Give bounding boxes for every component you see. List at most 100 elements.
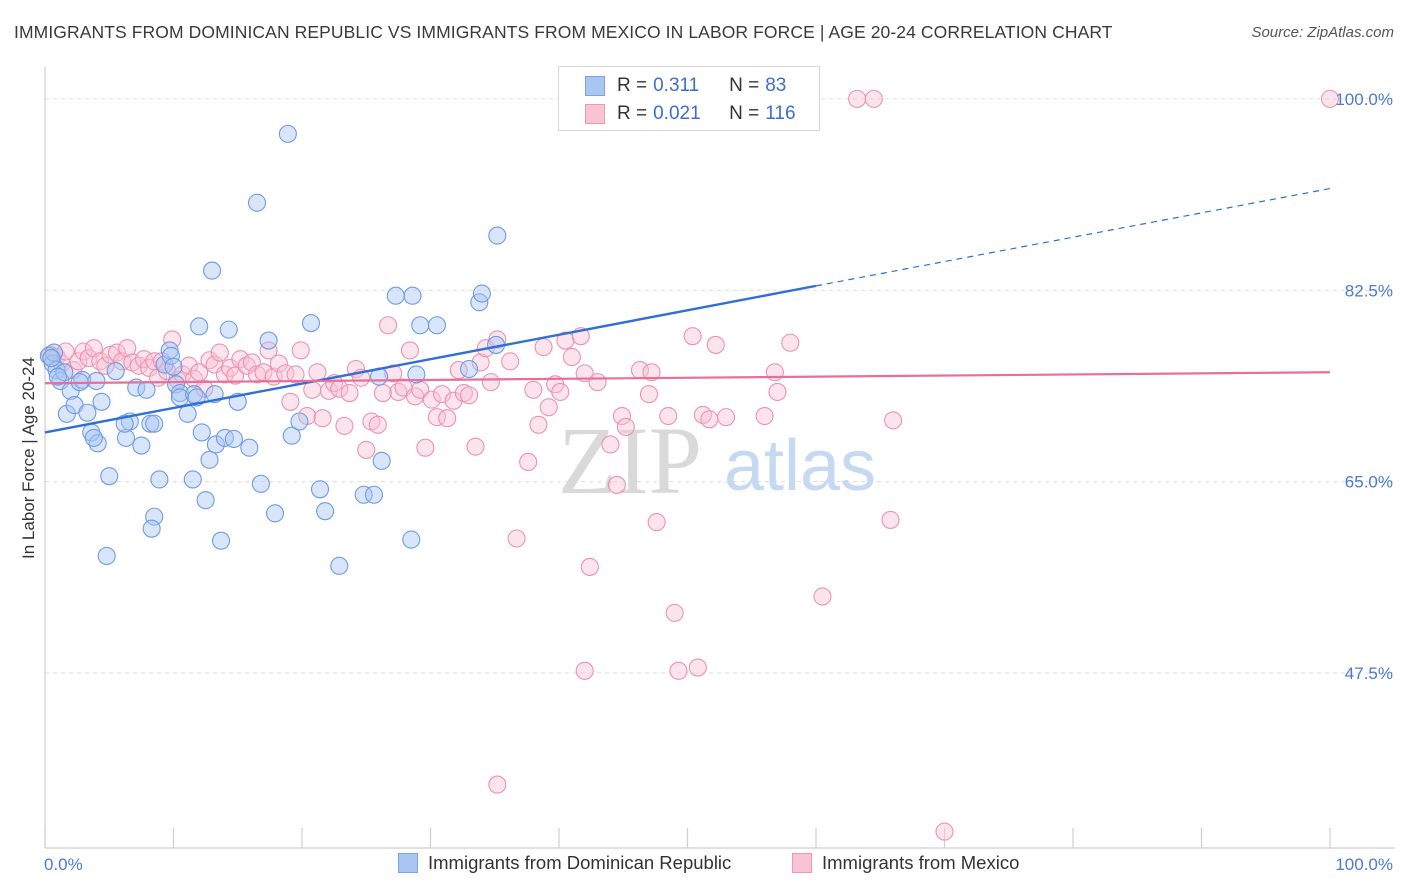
dominican-point [192,423,211,442]
mexico-point [616,417,635,437]
dominican-point [354,485,373,504]
watermark: ZIP atlas [558,407,876,514]
bottom-legend-label-mexico: Immigrants from Mexico [822,852,1020,873]
mexico-point [501,352,520,371]
mexico-point [716,408,736,427]
dominican-point [240,438,259,457]
legend-n-value-dominican: 83 [765,75,787,96]
dominican-point [141,414,160,433]
mexico-point [539,398,558,417]
dominican-point [132,436,151,455]
legend-row-dominican: R = 0.311 N = 83 [585,73,786,99]
dominican-point [170,384,189,403]
mexico-point [118,339,137,358]
mexico-point [688,658,707,677]
bottom-legend-swatch-dominican [398,853,418,873]
mexico-point [400,341,419,360]
dominican-point [145,507,164,526]
mexico-point [848,89,867,108]
trend-line-dominican-extension [815,187,1331,287]
mexico-point [519,452,538,472]
trend-line-mexico [44,371,1331,385]
mexico-point [433,385,452,404]
mexico-point [488,775,507,794]
mexico-point [781,333,800,352]
legend-n-label: N = [729,75,760,96]
mexico-point [488,330,507,349]
mexico-point [529,415,548,434]
mexico-point [291,341,310,360]
watermark-zip: ZIP [558,407,702,514]
dominican-point [259,331,278,350]
dominican-point [459,359,479,379]
trend-line-dominican [44,284,817,434]
mexico-point [755,406,774,426]
dominican-point [247,193,267,212]
dominican-point [87,371,106,391]
dominican-point [372,451,391,470]
dominican-point [190,317,209,336]
mexico-point [669,661,688,680]
legend-swatch-mexico [585,104,605,124]
mexico-point [765,363,784,382]
mexico-point [416,438,435,457]
mexico-point [588,373,607,392]
dominican-point [316,502,335,521]
x-tick-label: 0.0% [44,855,83,874]
mexico-point [534,338,553,357]
dominican-point [402,530,421,549]
mexico-point [340,384,359,403]
mexico-point [242,353,261,372]
source-credit: Source: ZipAtlas.com [1251,24,1394,41]
mexico-point [411,380,430,399]
legend-r-value-dominican: 0.311 [653,75,700,96]
mexico-point [768,382,787,402]
y-axis-label: In Labor Force | Age 20-24 [19,357,38,559]
dominican-point [251,474,270,493]
mexico-point [507,529,526,548]
dominican-point [386,286,405,305]
dominican-point [290,412,309,431]
mexico-point [107,343,127,362]
mexico-point [647,513,666,532]
legend-r-value-mexico: 0.021 [653,103,701,124]
mexico-point [864,89,883,108]
dominican-point [73,370,92,389]
mexico-point [210,343,229,362]
dominican-point [211,531,231,550]
mexico-point [384,364,403,383]
mexico-point [813,587,832,606]
bottom-legend-dominican: Immigrants from Dominican Republic [398,852,731,874]
dominican-point [185,385,204,404]
legend-row-mexico: R = 0.021 N = 116 [585,101,796,127]
dominican-point [142,519,161,538]
mexico-point [313,409,332,428]
mexico-point [281,392,300,411]
legend-n-label: N = [729,103,760,124]
mexico-point [612,406,632,426]
bottom-legend-label-dominican: Immigrants from Dominican Republic [428,852,732,873]
mexico-point [551,382,570,402]
y-tick-label: 100.0% [1335,90,1393,109]
dominican-point [265,504,285,523]
mexico-point [601,435,620,454]
mexico-point [881,510,900,529]
dominican-point [48,367,67,386]
mexico-point [884,411,903,430]
mexico-point [607,475,626,494]
y-tick-label: 65.0% [1345,473,1393,492]
series-dominican-points [39,124,507,575]
dominican-point [278,124,297,143]
mexico-point [524,380,543,399]
mexico-point [639,385,659,404]
mexico-point [379,316,398,335]
mexico-point [190,363,209,382]
dominican-point [115,414,134,433]
dominican-point [161,346,180,365]
mexico-point [665,603,684,622]
mexico-point [580,557,599,576]
dominican-point [407,365,426,384]
mexico-point [700,410,719,429]
legend-swatch-dominican [585,76,605,96]
